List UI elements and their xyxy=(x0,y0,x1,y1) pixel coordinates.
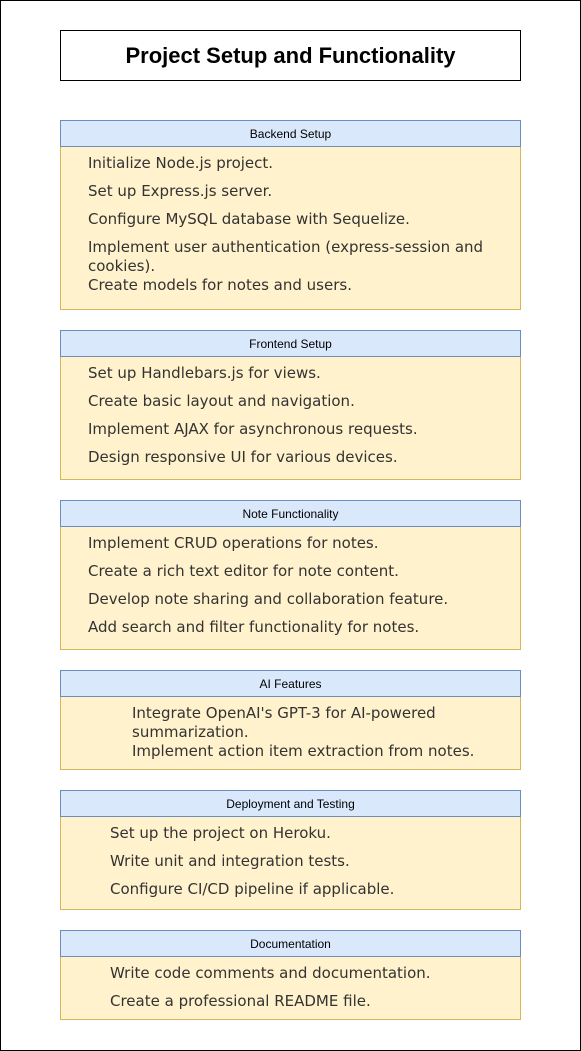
page-title: Project Setup and Functionality xyxy=(125,42,456,68)
list-item: Implement user authentication (express-s… xyxy=(88,238,484,256)
list-item: Write code comments and documentation. xyxy=(110,964,431,982)
section-header: Documentation xyxy=(60,930,521,957)
section-body: Integrate OpenAI's GPT-3 for AI-powered … xyxy=(60,697,521,770)
list-item: Implement action item extraction from no… xyxy=(132,742,475,760)
section-deployment-testing: Deployment and Testing Set up the projec… xyxy=(60,790,521,910)
section-body: Initialize Node.js project. Set up Expre… xyxy=(60,147,521,310)
section-header: AI Features xyxy=(60,670,521,697)
list-item: summarization. xyxy=(132,723,249,741)
list-item: Set up Express.js server. xyxy=(88,182,273,200)
section-header: Frontend Setup xyxy=(60,330,521,357)
section-note-functionality: Note Functionality Implement CRUD operat… xyxy=(60,500,521,650)
section-header: Backend Setup xyxy=(60,120,521,147)
list-item: cookies). xyxy=(88,257,156,275)
section-frontend-setup: Frontend Setup Set up Handlebars.js for … xyxy=(60,330,521,480)
list-item: Set up the project on Heroku. xyxy=(110,824,331,842)
list-item: Create basic layout and navigation. xyxy=(88,392,355,410)
list-item: Create a rich text editor for note conte… xyxy=(88,562,399,580)
list-item: Integrate OpenAI's GPT-3 for AI-powered xyxy=(132,704,436,722)
list-item: Initialize Node.js project. xyxy=(88,154,274,172)
list-item: Design responsive UI for various devices… xyxy=(88,448,398,466)
list-item: Create models for notes and users. xyxy=(88,276,352,294)
section-body: Set up Handlebars.js for views. Create b… xyxy=(60,357,521,480)
list-item: Configure CI/CD pipeline if applicable. xyxy=(110,880,395,898)
section-body: Implement CRUD operations for notes. Cre… xyxy=(60,527,521,650)
section-header: Note Functionality xyxy=(60,500,521,527)
list-item: Set up Handlebars.js for views. xyxy=(88,364,321,382)
section-body: Set up the project on Heroku. Write unit… xyxy=(60,817,521,910)
list-item: Configure MySQL database with Sequelize. xyxy=(88,210,410,228)
section-backend-setup: Backend Setup Initialize Node.js project… xyxy=(60,120,521,310)
list-item: Implement AJAX for asynchronous requests… xyxy=(88,420,418,438)
list-item: Implement CRUD operations for notes. xyxy=(88,534,379,552)
list-item: Develop note sharing and collaboration f… xyxy=(88,590,449,608)
title-box: Project Setup and Functionality xyxy=(60,30,521,81)
section-documentation: Documentation Write code comments and do… xyxy=(60,930,521,1020)
list-item: Write unit and integration tests. xyxy=(110,852,350,870)
section-body: Write code comments and documentation. C… xyxy=(60,957,521,1020)
section-header: Deployment and Testing xyxy=(60,790,521,817)
list-item: Add search and filter functionality for … xyxy=(88,618,420,636)
list-item: Create a professional README file. xyxy=(110,992,371,1010)
section-ai-features: AI Features Integrate OpenAI's GPT-3 for… xyxy=(60,670,521,770)
